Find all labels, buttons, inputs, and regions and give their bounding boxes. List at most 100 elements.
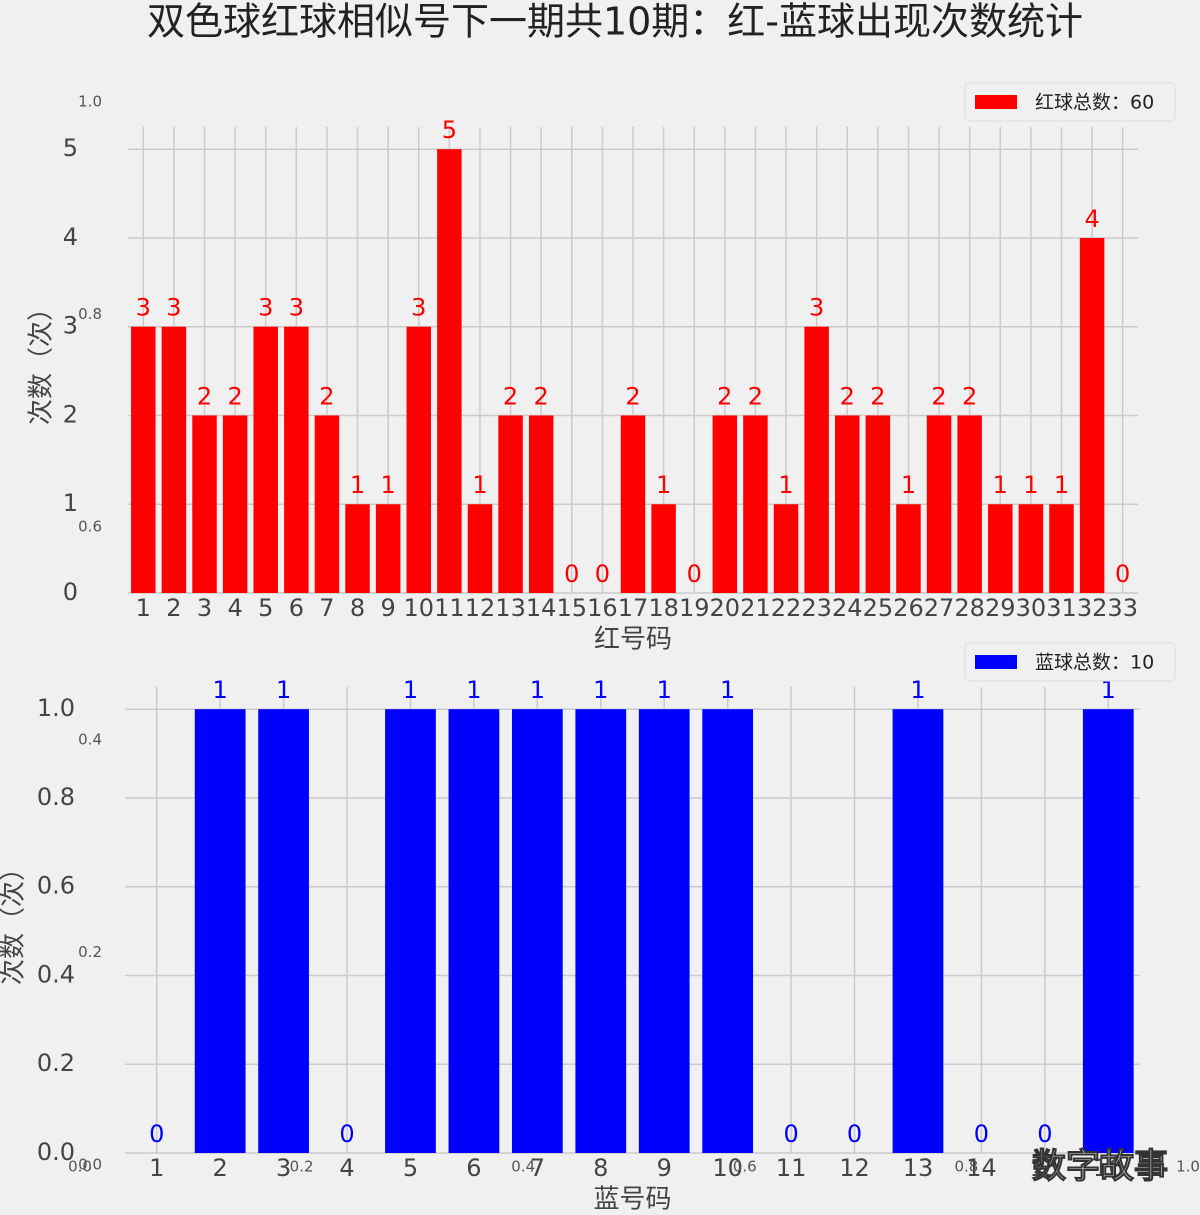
x-tick-label: 25 xyxy=(863,594,894,622)
value-label: 1 xyxy=(1023,471,1038,499)
value-label: 0 xyxy=(687,560,702,588)
x-tick-label: 12 xyxy=(839,1154,870,1182)
bar xyxy=(131,326,156,593)
value-label: 1 xyxy=(466,676,481,704)
value-label: 1 xyxy=(901,471,916,499)
value-label: 1 xyxy=(276,676,291,704)
legend-swatch xyxy=(975,95,1017,109)
bg-x-tick-label: 0.0 xyxy=(68,1158,92,1176)
y-axis-label: 次数（次） xyxy=(27,295,57,425)
bg-y-tick-label: 0.6 xyxy=(78,518,102,536)
x-tick-label: 22 xyxy=(771,594,802,622)
y-tick-label: 0.4 xyxy=(37,960,75,988)
x-tick-label: 11 xyxy=(434,594,465,622)
bar xyxy=(258,709,309,1153)
value-label: 0 xyxy=(1115,560,1130,588)
bar xyxy=(865,415,891,593)
bar xyxy=(638,709,690,1153)
bg-x-tick-label: 0.2 xyxy=(290,1158,314,1176)
legend-swatch xyxy=(975,655,1017,669)
x-tick-label: 19 xyxy=(679,594,710,622)
x-tick-label: 2 xyxy=(213,1154,228,1182)
bar xyxy=(284,326,309,593)
bar xyxy=(511,709,563,1153)
bar xyxy=(528,415,554,593)
value-label: 1 xyxy=(472,471,487,499)
bar xyxy=(194,709,246,1153)
legend-box xyxy=(964,82,1176,122)
value-label: 1 xyxy=(1101,676,1116,704)
x-tick-label: 29 xyxy=(985,594,1016,622)
y-tick-label: 1 xyxy=(63,489,78,517)
value-label: 5 xyxy=(442,116,457,144)
x-tick-label: 9 xyxy=(381,594,396,622)
value-label: 3 xyxy=(289,294,304,322)
x-tick-label: 27 xyxy=(924,594,955,622)
bar xyxy=(926,415,952,593)
y-tick-label: 0.8 xyxy=(37,783,75,811)
value-label: 1 xyxy=(657,676,672,704)
bar xyxy=(467,504,493,593)
x-tick-label: 5 xyxy=(403,1154,418,1182)
bg-y-tick-label: 0.0 xyxy=(78,1156,102,1174)
y-tick-label: 5 xyxy=(63,134,78,162)
bar xyxy=(620,415,646,593)
x-tick-label: 14 xyxy=(526,594,557,622)
value-label: 2 xyxy=(503,382,518,410)
value-label: 2 xyxy=(717,382,732,410)
x-tick-label: 24 xyxy=(832,594,863,622)
bar xyxy=(743,415,768,593)
value-label: 3 xyxy=(809,294,824,322)
value-label: 0 xyxy=(974,1120,989,1148)
bar xyxy=(712,415,738,593)
bar xyxy=(406,326,431,593)
x-tick-label: 10 xyxy=(403,594,434,622)
x-tick-label: 10 xyxy=(712,1154,743,1182)
x-tick-label: 26 xyxy=(893,594,924,622)
x-tick-label: 30 xyxy=(1016,594,1047,622)
bg-x-tick-label: 0.6 xyxy=(733,1158,757,1176)
bar xyxy=(222,415,248,593)
x-tick-label: 3 xyxy=(197,594,212,622)
x-tick-label: 33 xyxy=(1107,594,1138,622)
x-tick-label: 14 xyxy=(966,1154,997,1182)
value-label: 3 xyxy=(136,294,151,322)
bg-y-tick-label: 0.2 xyxy=(78,943,102,961)
x-tick-label: 15 xyxy=(557,594,588,622)
y-tick-label: 0.2 xyxy=(37,1049,75,1077)
bar xyxy=(804,326,829,593)
value-label: 0 xyxy=(1037,1120,1052,1148)
x-tick-label: 28 xyxy=(954,594,985,622)
value-label: 2 xyxy=(931,382,946,410)
value-label: 2 xyxy=(870,382,885,410)
bar xyxy=(1082,709,1134,1153)
bar xyxy=(773,504,799,593)
x-tick-label: 13 xyxy=(903,1154,934,1182)
x-tick-label: 4 xyxy=(339,1154,354,1182)
bg-y-tick-label: 0.4 xyxy=(78,730,102,748)
x-tick-label: 23 xyxy=(801,594,832,622)
value-label: 3 xyxy=(166,294,181,322)
x-tick-label: 16 xyxy=(1093,1154,1124,1182)
value-label: 3 xyxy=(258,294,273,322)
x-tick-label: 1 xyxy=(136,594,151,622)
value-label: 1 xyxy=(656,471,671,499)
y-tick-label: 0.0 xyxy=(37,1138,75,1166)
bar xyxy=(448,709,500,1153)
y-tick-label: 4 xyxy=(63,223,78,251)
bar xyxy=(192,415,217,593)
bar xyxy=(896,504,921,593)
bar xyxy=(702,709,754,1153)
bar xyxy=(437,149,462,593)
bar xyxy=(957,415,982,593)
x-tick-label: 6 xyxy=(289,594,304,622)
value-label: 4 xyxy=(1084,205,1099,233)
value-label: 2 xyxy=(319,382,334,410)
bar xyxy=(1079,237,1105,593)
bar xyxy=(314,415,340,593)
value-label: 2 xyxy=(748,382,763,410)
value-label: 0 xyxy=(149,1120,164,1148)
x-tick-label: 8 xyxy=(593,1154,608,1182)
bg-x-tick-label: 0.8 xyxy=(954,1158,978,1176)
